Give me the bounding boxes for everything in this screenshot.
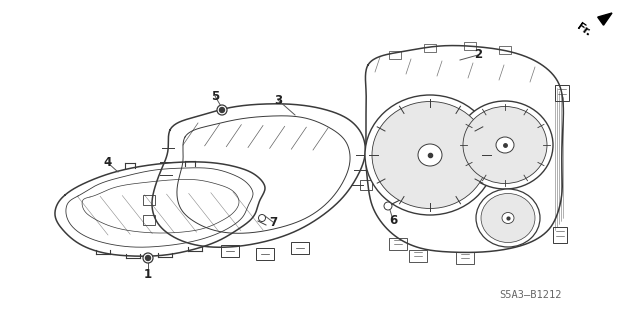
Circle shape	[384, 202, 392, 210]
FancyBboxPatch shape	[555, 85, 569, 101]
FancyBboxPatch shape	[291, 242, 309, 254]
FancyBboxPatch shape	[143, 215, 155, 225]
FancyBboxPatch shape	[143, 195, 155, 205]
Ellipse shape	[502, 212, 514, 224]
FancyBboxPatch shape	[389, 51, 401, 59]
Text: S5A3–B1212: S5A3–B1212	[499, 290, 561, 300]
FancyBboxPatch shape	[553, 227, 567, 243]
FancyBboxPatch shape	[464, 42, 476, 50]
Circle shape	[217, 105, 227, 115]
Ellipse shape	[372, 101, 488, 209]
FancyBboxPatch shape	[389, 238, 407, 250]
Circle shape	[143, 253, 153, 263]
FancyBboxPatch shape	[409, 250, 427, 262]
Ellipse shape	[496, 137, 514, 153]
Polygon shape	[598, 13, 612, 25]
Circle shape	[259, 214, 266, 221]
FancyBboxPatch shape	[499, 46, 511, 54]
Circle shape	[145, 256, 150, 261]
FancyBboxPatch shape	[365, 150, 377, 160]
Text: 6: 6	[389, 213, 397, 226]
Ellipse shape	[481, 194, 535, 242]
FancyBboxPatch shape	[360, 180, 372, 190]
Text: 5: 5	[211, 90, 219, 102]
Ellipse shape	[476, 189, 540, 247]
Text: 1: 1	[144, 269, 152, 281]
Ellipse shape	[418, 144, 442, 166]
Text: 4: 4	[104, 157, 112, 169]
Text: 2: 2	[474, 48, 482, 62]
FancyBboxPatch shape	[456, 252, 474, 264]
FancyBboxPatch shape	[424, 44, 436, 52]
FancyBboxPatch shape	[221, 245, 239, 257]
Text: Fr.: Fr.	[575, 22, 593, 38]
Circle shape	[220, 108, 225, 113]
Ellipse shape	[457, 101, 553, 189]
FancyBboxPatch shape	[256, 248, 274, 260]
Text: 3: 3	[274, 93, 282, 107]
Ellipse shape	[463, 107, 547, 183]
Text: 7: 7	[269, 216, 277, 228]
Ellipse shape	[365, 95, 495, 215]
